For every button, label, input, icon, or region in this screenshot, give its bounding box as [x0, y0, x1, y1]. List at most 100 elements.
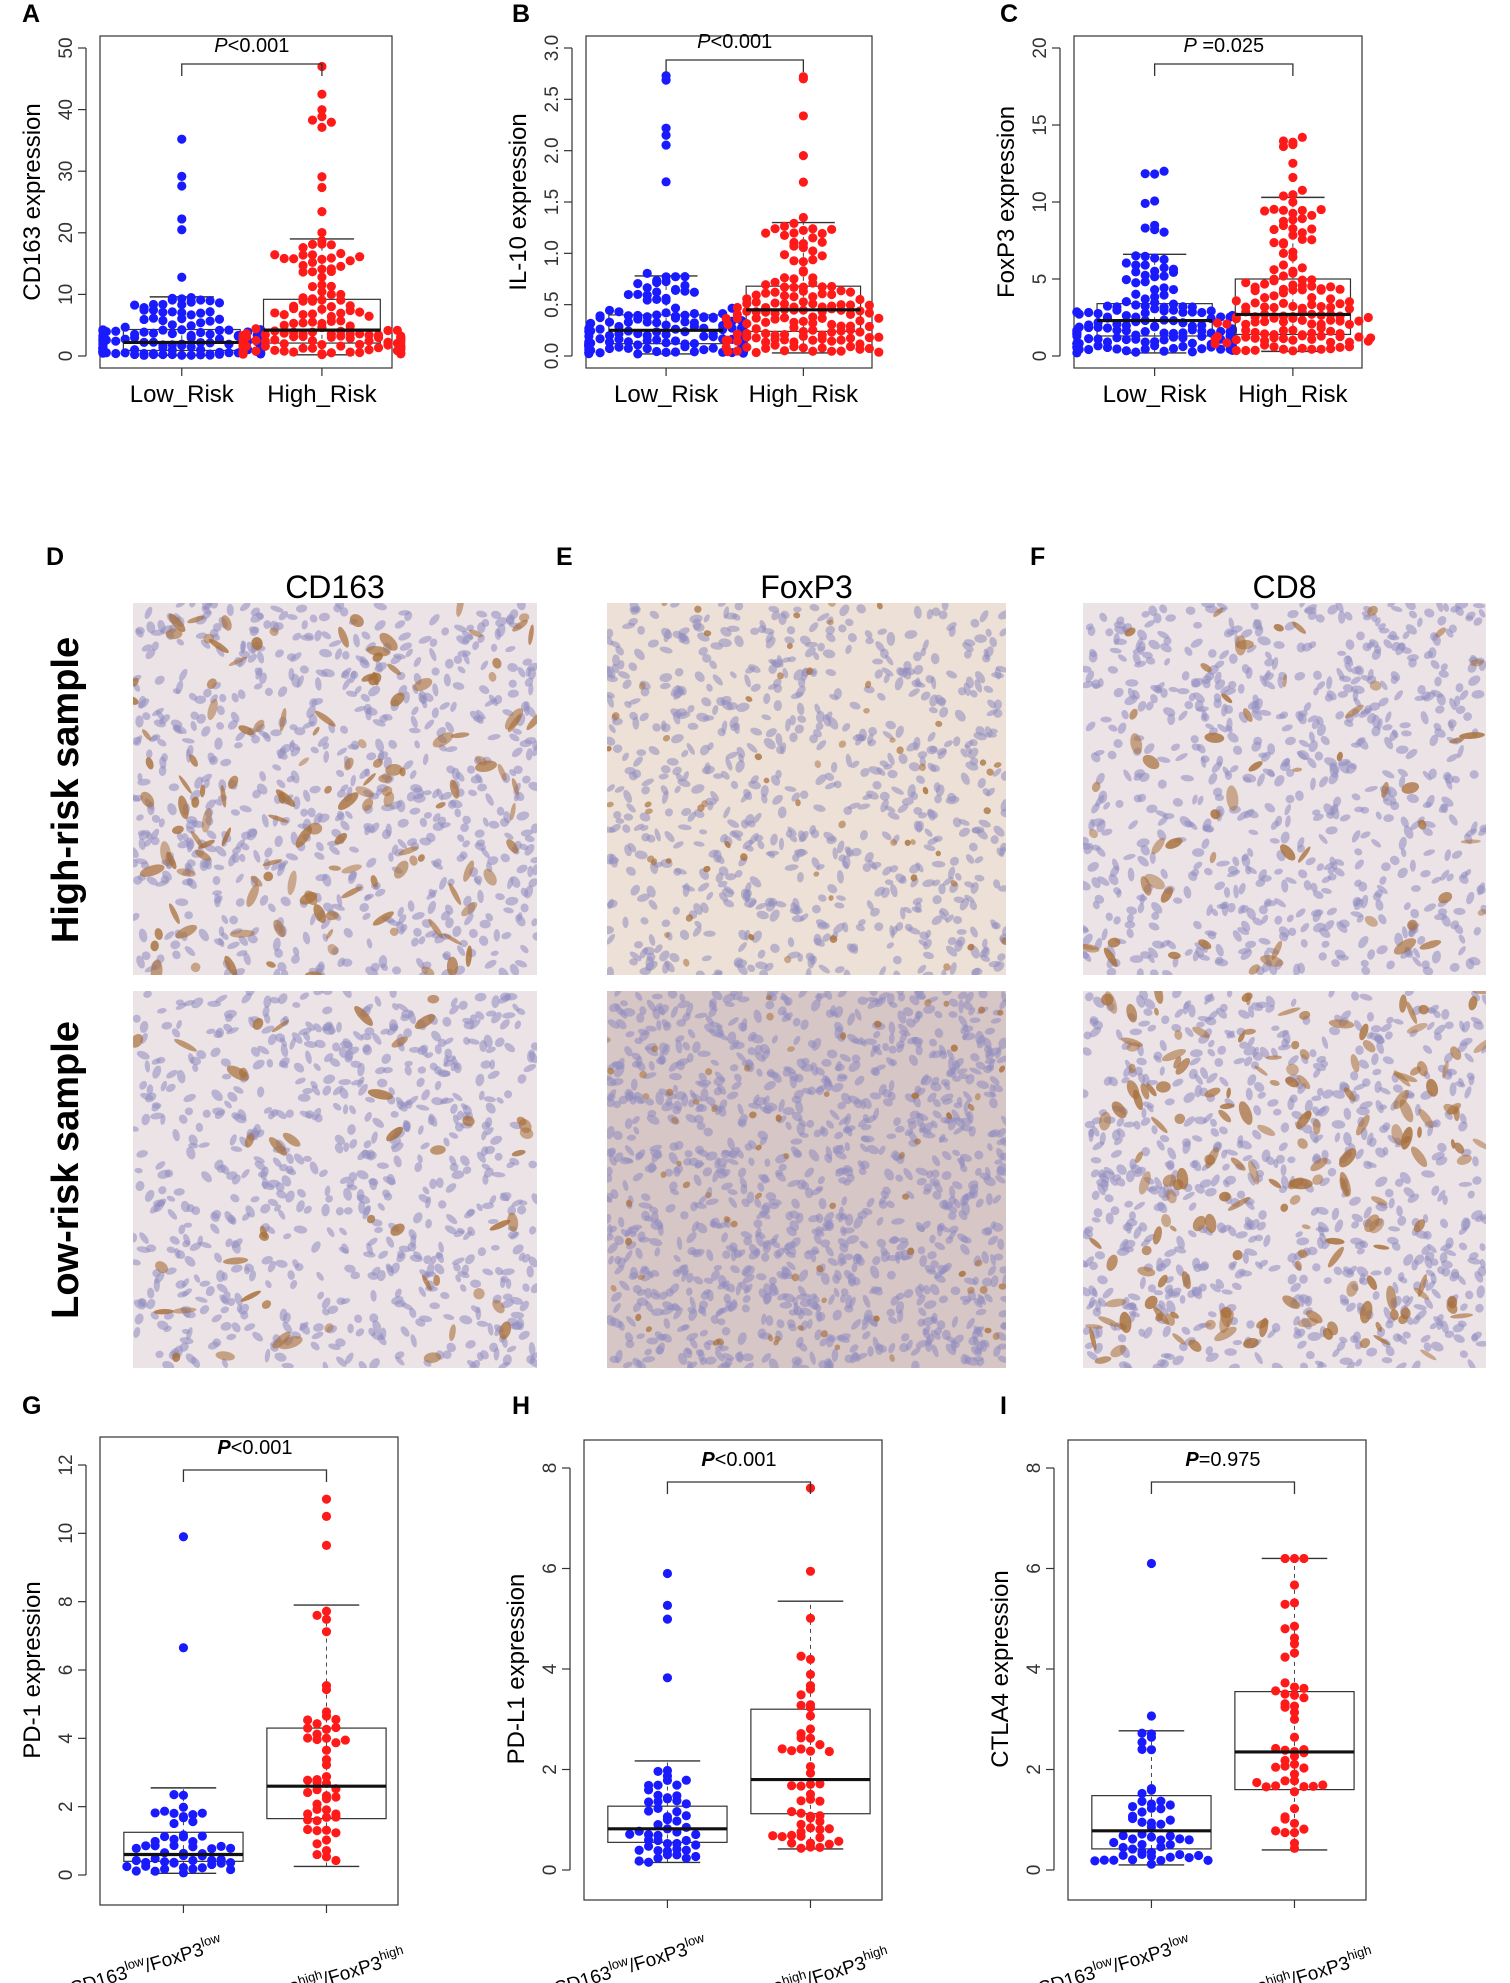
nucleus: [311, 1331, 324, 1340]
data-point: [652, 287, 662, 297]
nucleus: [285, 853, 299, 861]
nucleus: [746, 743, 758, 753]
nucleus: [252, 1331, 264, 1342]
ihc-image-foxp3-low: [607, 991, 1006, 1368]
nucleus: [669, 1072, 682, 1081]
data-point: [307, 317, 318, 327]
nucleus: [941, 1199, 949, 1211]
nucleus: [851, 1054, 861, 1064]
data-point: [317, 236, 327, 246]
data-point: [1299, 1781, 1309, 1792]
nucleus: [972, 1336, 980, 1348]
nucleus: [614, 991, 622, 997]
nucleus: [275, 649, 284, 658]
nucleus: [909, 1110, 921, 1119]
nucleus: [395, 1096, 404, 1106]
stained-cell: [413, 678, 433, 692]
nucleus: [762, 1293, 772, 1304]
nucleus: [226, 1333, 237, 1341]
stained-cell: [133, 696, 139, 705]
nucleus: [514, 1020, 522, 1030]
panel-letter: I: [1000, 1392, 1007, 1420]
nucleus: [353, 633, 360, 648]
nucleus: [518, 1330, 530, 1340]
data-point: [214, 314, 225, 324]
nucleus: [214, 1252, 223, 1263]
stained-cell: [150, 959, 163, 975]
stained-cell: [754, 1192, 763, 1199]
data-point: [1289, 1769, 1300, 1779]
data-point: [595, 311, 605, 321]
stained-cell: [874, 1020, 882, 1028]
nucleus: [670, 1189, 680, 1196]
data-point: [1175, 1834, 1185, 1844]
nucleus: [310, 746, 319, 754]
nucleus: [648, 1161, 656, 1174]
nucleus: [659, 646, 673, 654]
stained-cell: [829, 1202, 837, 1210]
nucleus: [768, 605, 780, 613]
nucleus: [807, 1318, 813, 1330]
data-point: [321, 1754, 332, 1765]
nucleus: [147, 1287, 155, 1299]
nucleus: [695, 1104, 704, 1113]
nucleus: [817, 1176, 825, 1185]
data-point: [326, 329, 336, 339]
nucleus: [487, 734, 501, 741]
data-point: [1326, 344, 1336, 354]
data-point: [1140, 327, 1150, 337]
nucleus: [263, 995, 272, 1008]
data-point: [307, 115, 318, 125]
nucleus: [686, 1272, 694, 1283]
nucleus: [417, 1125, 424, 1135]
nucleus: [770, 833, 778, 846]
nucleus: [915, 1167, 929, 1176]
data-point: [1335, 316, 1345, 326]
nucleus: [974, 634, 987, 643]
nucleus: [844, 1213, 854, 1226]
nucleus: [827, 884, 838, 894]
stained-cell: [950, 880, 958, 887]
nucleus: [226, 1027, 239, 1035]
nucleus: [937, 1264, 946, 1275]
nucleus: [763, 737, 776, 750]
nucleus: [698, 647, 708, 656]
nucleus: [946, 1070, 957, 1078]
nucleus: [456, 1227, 465, 1234]
data-point: [1168, 299, 1179, 309]
data-point: [158, 325, 168, 335]
nucleus: [344, 1352, 354, 1365]
data-point: [798, 151, 808, 161]
nucleus: [257, 651, 265, 664]
nucleus: [346, 1179, 355, 1189]
data-point: [1184, 1835, 1194, 1845]
nucleus: [669, 1142, 679, 1151]
y-tick-label: 0: [1024, 1865, 1045, 1876]
nucleus: [438, 1241, 444, 1253]
data-point: [634, 1856, 644, 1866]
nucleus: [851, 1318, 862, 1330]
data-point: [1121, 258, 1131, 268]
nucleus: [186, 1146, 196, 1160]
nucleus: [938, 1295, 949, 1304]
data-point: [1288, 208, 1298, 218]
nucleus: [681, 1269, 688, 1283]
nucleus: [366, 1151, 377, 1161]
nucleus: [264, 687, 273, 697]
stained-cell: [791, 1273, 800, 1282]
nucleus: [412, 912, 425, 920]
nucleus: [829, 1109, 840, 1121]
nucleus: [740, 888, 750, 902]
stained-cell: [253, 719, 265, 733]
data-point: [789, 322, 799, 333]
nucleus: [936, 1222, 945, 1232]
data-point: [1308, 1781, 1318, 1791]
nucleus: [417, 1066, 427, 1074]
stained-cell: [432, 732, 454, 748]
data-point: [789, 282, 799, 293]
nucleus: [507, 1205, 516, 1216]
data-point: [653, 1766, 663, 1777]
nucleus: [713, 1264, 722, 1271]
nucleus: [776, 745, 785, 755]
nucleus: [774, 900, 787, 908]
